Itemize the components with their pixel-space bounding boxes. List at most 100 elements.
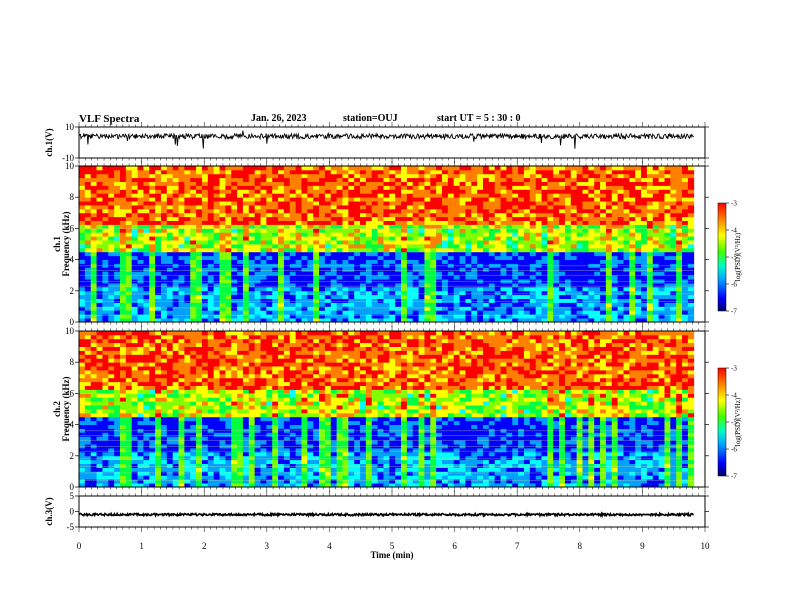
ch1-spectrogram-cell	[535, 201, 542, 206]
ch1-spectrogram-cell	[406, 275, 414, 280]
ch2-spectrogram-cell	[237, 475, 244, 480]
ch2-spectrogram-cell	[465, 463, 472, 468]
ch2-spectrogram-cell	[559, 475, 566, 480]
ch1-spectrogram-cell	[646, 244, 654, 249]
ch2-spectrogram-cell	[119, 471, 127, 476]
ch1-spectrogram-cell	[482, 294, 490, 299]
ch2-spectrogram-cell	[401, 483, 408, 488]
ch1-spectrogram-cell	[266, 244, 273, 249]
ch1-spectrogram-cell	[324, 166, 332, 171]
ch1-spectrogram-cell	[553, 290, 560, 296]
ch1-spectrogram-cell	[535, 236, 542, 241]
ch2-spectrogram-cell	[307, 475, 314, 480]
ch1-spectrogram-cell	[441, 181, 449, 186]
ch1-spectrogram-cell	[248, 169, 256, 175]
ch1-spectrogram-cell	[90, 197, 97, 202]
ch2-spectrogram-cell	[237, 459, 244, 464]
ch2-spectrogram-cell	[547, 479, 554, 484]
ch1-spectrogram-cell	[102, 181, 109, 186]
ch1-spectrogram-cell	[594, 201, 601, 206]
ch2-spectrogram-cell	[600, 479, 607, 484]
ch1-spectrogram-cell	[248, 267, 256, 272]
ch1-spectrogram-cell	[441, 259, 449, 264]
ch1-spectrogram-cell	[547, 240, 554, 245]
ch1-spectrogram-cell	[670, 216, 677, 221]
ch1-spectrogram-cell	[401, 271, 408, 276]
ch1-spectrogram-cell	[114, 177, 121, 182]
ch1-spectrogram-cell	[395, 310, 402, 315]
ch1-spectrogram-cell	[201, 247, 209, 253]
ch1-spectrogram-cell	[102, 177, 109, 182]
ch1-spectrogram-cell	[570, 247, 578, 253]
ch1-spectrogram-cell	[242, 302, 250, 307]
ch2-spectrogram-cell	[184, 463, 191, 468]
ch1-spectrogram-cell	[652, 189, 659, 194]
ch1-spectrogram-cell	[283, 302, 291, 307]
ch1-spectrogram-cell	[424, 314, 431, 319]
ch1-spectrogram-cell	[576, 220, 583, 225]
ch2-spectrogram-cell	[149, 479, 156, 484]
ch1-spectrogram-cell	[570, 228, 578, 233]
ch2-spectrogram-cell	[453, 479, 460, 484]
ch2-spectrogram-cell	[313, 475, 320, 480]
ch2-spectrogram-cell	[617, 483, 624, 488]
ch1-spectrogram-cell	[102, 169, 109, 175]
ch1-spectrogram-cell	[582, 244, 589, 249]
ch1-spectrogram-cell	[629, 259, 636, 264]
ch1-spectrogram-cell	[652, 181, 659, 186]
ch1-spectrogram-cell	[213, 232, 220, 237]
ch1-spectrogram-cell	[582, 224, 589, 229]
ch1-spectrogram-cell	[523, 283, 531, 288]
ch1-spectrogram-cell	[664, 181, 671, 186]
ch1-spectrogram-cell	[383, 306, 390, 311]
ch1-spectrogram-cell	[260, 240, 267, 245]
ch1-spectrogram-cell	[564, 306, 572, 311]
ch1-spectrogram-cell	[547, 169, 554, 175]
ch1-spectrogram-cell	[248, 236, 256, 241]
ch1-spectrogram-cell	[377, 193, 384, 198]
ch1-spectrogram-cell	[441, 298, 449, 303]
ch1-spectrogram-cell	[330, 294, 337, 299]
ch1-spectrogram-cell	[652, 286, 659, 292]
ch1-spectrogram-cell	[646, 283, 654, 288]
ch2-spectrogram-cell	[102, 455, 109, 461]
ch1-spectrogram-cell	[365, 247, 373, 253]
ch1-spectrogram-cell	[254, 251, 261, 257]
ch1-spectrogram-cell	[289, 189, 297, 194]
ch2-spectrogram-cell	[365, 483, 373, 488]
ch1-spectrogram-cell	[465, 185, 472, 190]
ch2-spectrogram-cell	[570, 463, 578, 468]
ch1-spectrogram-cell	[278, 193, 285, 198]
ch1-spectrogram-cell	[594, 224, 601, 229]
ch1-spectrogram-cell	[687, 208, 695, 214]
ch1-spectrogram-cell	[172, 244, 179, 249]
ch1-spectrogram-cell	[412, 205, 419, 210]
ch1-spectrogram-cell	[518, 224, 525, 229]
ch2-spectrogram-cell	[506, 467, 513, 472]
ch1-spectrogram-cell	[102, 173, 109, 179]
ch1-spectrogram-cell	[342, 302, 349, 307]
ch1-spectrogram-cell	[383, 169, 390, 175]
ch1-spectrogram-cell	[641, 283, 648, 288]
ch2-spectrogram-cell	[172, 463, 179, 468]
ch1-spectrogram-cell	[658, 216, 665, 221]
ch1-spectrogram-cell	[96, 267, 103, 272]
ch1-spectrogram-cell	[319, 177, 326, 182]
ch1-spectrogram-cell	[260, 212, 267, 218]
ch1-spectrogram-cell	[664, 306, 671, 311]
ch1-spectrogram-cell	[184, 271, 191, 276]
ch1-spectrogram-cell	[231, 310, 238, 315]
ch1-spectrogram-cell	[494, 283, 501, 288]
ch1-spectrogram-cell	[635, 314, 642, 319]
ch2-spectrogram-cell	[494, 471, 501, 476]
ch1-spectrogram-cell	[430, 310, 437, 315]
ch1-spectrogram-cell	[383, 232, 390, 237]
ch1-spectrogram-cell	[301, 185, 308, 190]
ch1-spectrogram-cell	[436, 294, 443, 299]
ch1-spectrogram-cell	[600, 212, 607, 218]
ch1-spectrogram-cell	[564, 259, 572, 264]
ch1-spectrogram-cell	[336, 251, 343, 257]
ch2-spectrogram-cell	[430, 467, 437, 472]
ch1-spectrogram-cell	[365, 286, 373, 292]
ch1-spectrogram-cell	[564, 205, 572, 210]
